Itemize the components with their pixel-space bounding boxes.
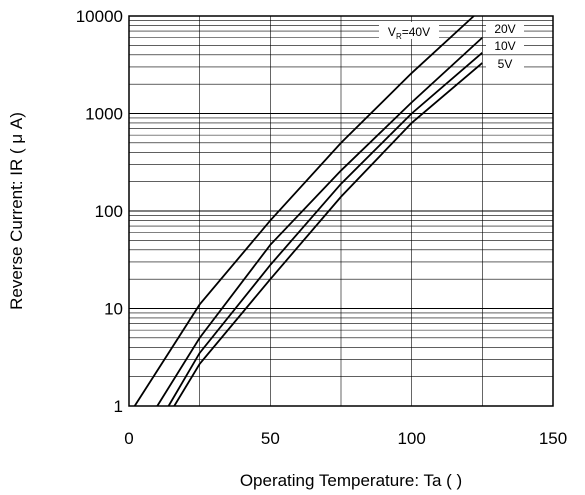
series-label-bg xyxy=(486,57,524,71)
series-label-bg xyxy=(379,22,439,39)
series-lines xyxy=(133,15,483,407)
series-labels: VR=40V 20V 10V 5V xyxy=(379,22,524,71)
series-label: 5V xyxy=(498,57,513,71)
x-tick-label: 50 xyxy=(261,429,280,448)
plot-area xyxy=(128,15,554,407)
x-tick-label: 100 xyxy=(397,429,425,448)
series-line-20v xyxy=(156,36,483,407)
series-label: 10V xyxy=(494,39,515,53)
x-axis-label: Operating Temperature: Ta ( ) xyxy=(240,471,462,490)
y-tick-label: 10 xyxy=(104,300,123,319)
grid-lines xyxy=(129,16,553,406)
x-tick-label: 0 xyxy=(124,429,133,448)
y-tick-label: 1 xyxy=(114,397,123,416)
y-axis-ticks: 1 10 100 1000 10000 xyxy=(76,7,123,416)
series-line-5v xyxy=(173,62,483,407)
series-line-vr-40v xyxy=(133,15,475,407)
series-label-bg xyxy=(486,39,524,53)
y-axis-label: Reverse Current: IR ( μ A) xyxy=(7,112,26,310)
y-tick-label: 10000 xyxy=(76,7,123,26)
x-tick-label: 150 xyxy=(539,429,567,448)
series-label: 20V xyxy=(494,22,515,36)
y-tick-label: 1000 xyxy=(85,105,123,124)
x-axis-ticks: 0 50 100 150 xyxy=(124,429,567,448)
y-tick-label: 100 xyxy=(95,202,123,221)
series-label: VR=40V xyxy=(388,25,430,41)
series-line-10v xyxy=(167,52,483,407)
series-label-bg xyxy=(486,22,524,36)
